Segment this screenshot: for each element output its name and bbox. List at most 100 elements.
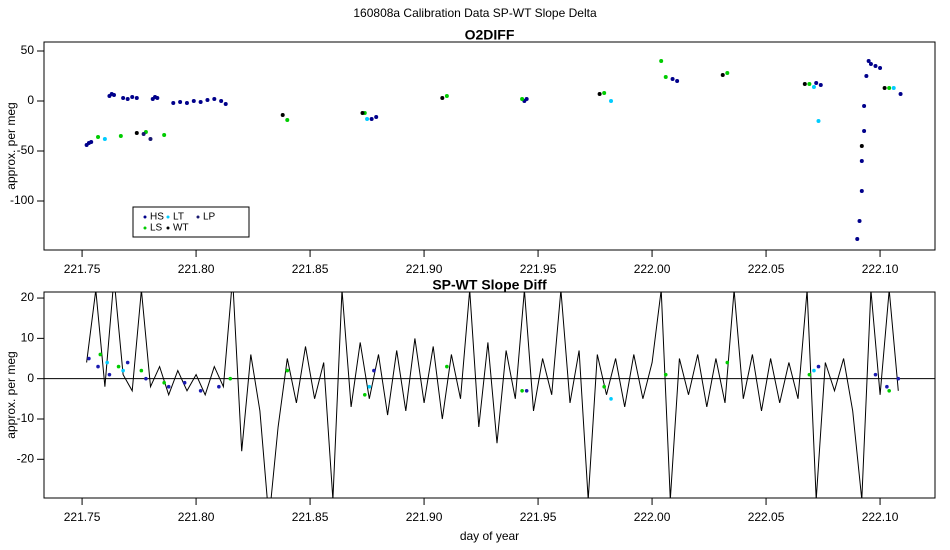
x-tick-label: 222.05 (748, 262, 785, 276)
data-point (89, 140, 94, 144)
data-point (597, 92, 602, 96)
data-point (121, 368, 125, 373)
data-point (659, 59, 664, 63)
data-point (855, 237, 860, 241)
data-point (816, 364, 821, 369)
x-tick-label: 222.00 (634, 262, 671, 276)
data-point (280, 113, 285, 117)
x-tick-label: 221.75 (64, 262, 101, 276)
data-point (105, 360, 109, 365)
x-tick-label: 221.75 (64, 510, 101, 524)
data-point (885, 384, 889, 389)
data-point (285, 118, 290, 122)
data-point (130, 95, 135, 99)
x-tick-label: 221.85 (292, 510, 329, 524)
plot-area (44, 292, 935, 498)
data-point (807, 82, 812, 86)
data-point (857, 219, 862, 223)
data-point (372, 368, 376, 373)
data-point (887, 86, 892, 90)
data-point (182, 380, 187, 385)
data-point (609, 99, 614, 103)
x-tick-label: 221.85 (292, 262, 329, 276)
data-point (155, 96, 160, 100)
data-point (663, 75, 668, 79)
data-point (807, 372, 812, 377)
data-point (217, 384, 221, 389)
data-point (367, 384, 372, 389)
data-point (444, 94, 449, 98)
data-point (896, 376, 901, 381)
legend-label: LP (203, 212, 216, 223)
data-point (111, 93, 116, 97)
data-point (670, 77, 675, 81)
data-point (171, 101, 176, 105)
data-point (859, 159, 864, 163)
data-point (198, 388, 203, 393)
data-point (228, 376, 233, 381)
data-point (162, 133, 167, 137)
data-point (96, 135, 101, 139)
data-point (191, 99, 196, 103)
data-point (816, 119, 821, 123)
data-line (86, 292, 899, 498)
data-point (96, 364, 100, 369)
x-tick-label: 221.95 (520, 510, 557, 524)
data-point (811, 85, 816, 89)
data-point (178, 100, 183, 104)
data-point (198, 100, 203, 104)
data-point (887, 388, 891, 393)
data-point (107, 372, 112, 377)
data-point (725, 360, 730, 365)
data-point (520, 97, 525, 101)
plot-area (84, 59, 903, 241)
y-tick-label: -10 (17, 411, 35, 425)
y-tick-label: -100 (10, 193, 34, 207)
data-point (285, 368, 290, 373)
data-point (134, 131, 139, 135)
y-tick-label: 0 (27, 93, 34, 107)
x-tick-label: 221.80 (178, 510, 215, 524)
data-point (602, 91, 607, 95)
data-point (859, 144, 864, 148)
data-point (148, 137, 153, 141)
data-point (98, 352, 103, 357)
data-point (725, 71, 730, 75)
data-point (162, 380, 166, 385)
data-point (125, 360, 130, 365)
data-point (144, 376, 148, 381)
legend-label: HS (150, 212, 164, 223)
data-point (862, 129, 867, 133)
data-point (859, 189, 864, 193)
x-tick-label: 221.90 (406, 262, 443, 276)
x-tick-label: 221.95 (520, 262, 557, 276)
y-tick-label: -50 (17, 143, 35, 157)
data-point (882, 86, 887, 90)
data-point (720, 73, 725, 77)
data-point (802, 82, 807, 86)
legend-marker (166, 215, 170, 219)
data-point (141, 132, 146, 136)
data-point (818, 83, 823, 87)
legend-marker (166, 226, 170, 230)
data-point (184, 101, 189, 105)
data-point (205, 98, 210, 102)
y-tick-label: 10 (21, 331, 35, 345)
data-point (524, 388, 529, 393)
x-tick-label: 222.10 (862, 510, 899, 524)
data-point (223, 102, 228, 106)
data-point (125, 97, 130, 101)
data-point (440, 96, 445, 100)
data-point (524, 97, 529, 101)
x-axis-label: day of year (460, 529, 519, 543)
data-point (520, 388, 524, 393)
data-point (898, 92, 903, 96)
data-point (868, 62, 873, 66)
panel-title: O2DIFF (465, 27, 515, 43)
data-point (360, 111, 365, 115)
x-tick-label: 222.10 (862, 262, 899, 276)
data-point (102, 137, 107, 141)
data-point (663, 372, 668, 377)
data-point (873, 64, 878, 68)
